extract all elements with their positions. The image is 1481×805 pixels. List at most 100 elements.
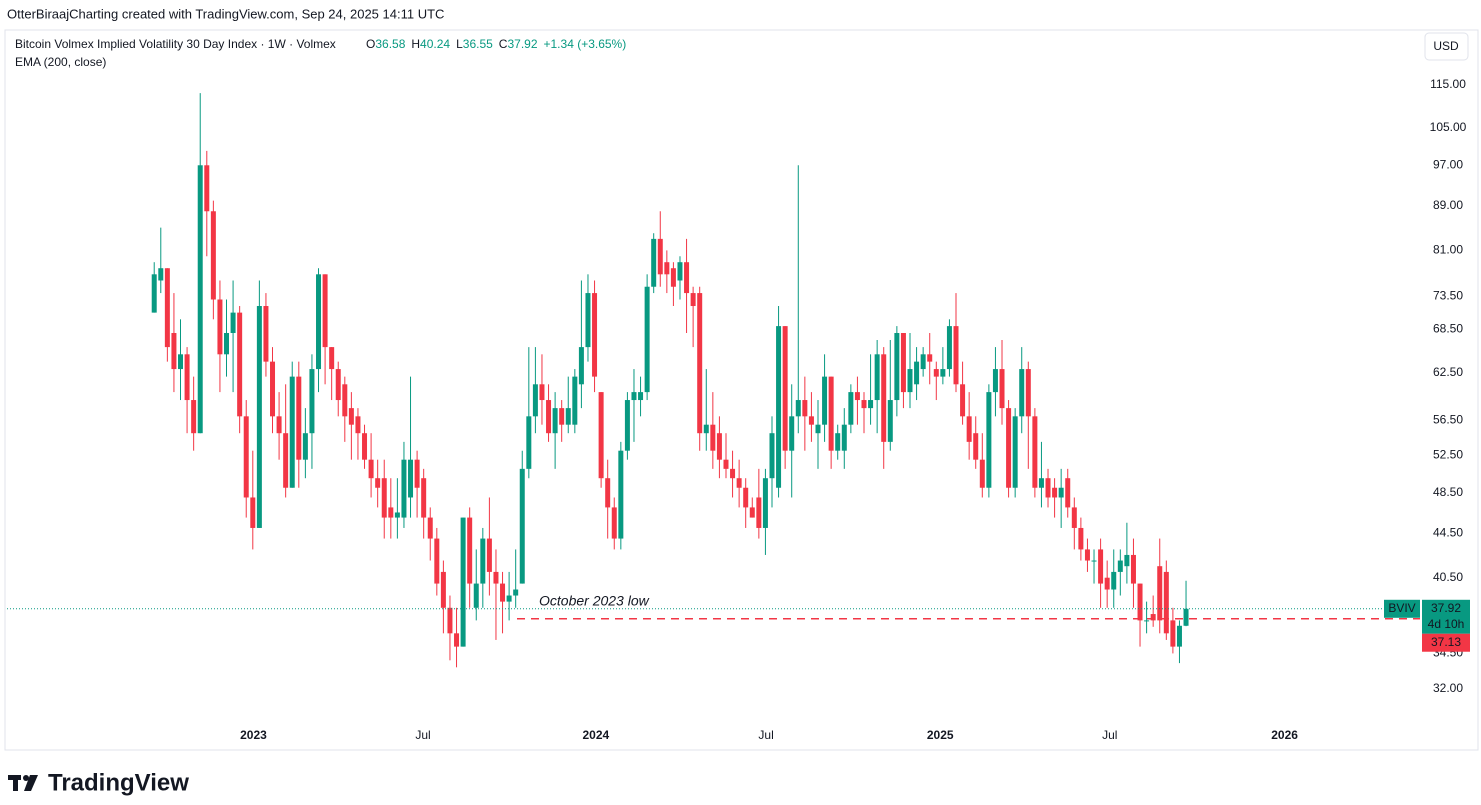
candle-body (1183, 608, 1189, 626)
currency-box[interactable] (1424, 32, 1469, 61)
candle-body (592, 293, 598, 377)
level-tag (1422, 633, 1470, 652)
candle-body (631, 392, 637, 401)
chart-title: Bitcoin Volmex Implied Volatility 30 Day… (15, 37, 336, 51)
candle-body (546, 400, 552, 434)
logo (8, 775, 38, 791)
candle-body (887, 400, 893, 442)
candle-body (486, 538, 492, 572)
candle-body (841, 424, 847, 451)
candle-body (309, 369, 315, 434)
x-tick-label: 2026 (1271, 728, 1298, 742)
candle-body (408, 459, 414, 498)
candle-body (828, 376, 834, 451)
candle-body (1124, 554, 1130, 567)
candle-body (513, 589, 519, 596)
y-tick-label: 89.00 (1433, 198, 1463, 212)
candle-body (1084, 549, 1090, 561)
candle-body (447, 607, 453, 634)
candle-body (440, 571, 446, 608)
y-tick-label: 40.50 (1433, 570, 1463, 584)
candle-body (578, 347, 584, 385)
candle-body (808, 416, 814, 425)
candle-body (480, 538, 486, 584)
candle-body (375, 478, 381, 488)
candle-body (914, 361, 920, 385)
candle-body (191, 400, 197, 434)
candle-body (362, 433, 368, 460)
candle-body (204, 165, 210, 212)
candle-body (1163, 571, 1169, 634)
y-tick-label: 97.00 (1433, 157, 1463, 171)
candle-body (1019, 369, 1025, 417)
candle-body (677, 262, 683, 281)
candle-body (953, 326, 959, 385)
candle-body (611, 507, 617, 539)
y-tick-label: 73.50 (1433, 288, 1463, 302)
candle-body (795, 400, 801, 417)
candle-body (276, 416, 282, 434)
y-tick-label: 105.00 (1430, 120, 1467, 134)
candle-body (907, 369, 913, 393)
candle-body (368, 459, 374, 479)
y-tick-label: 81.00 (1433, 243, 1463, 257)
candle-body (1091, 560, 1097, 562)
candle-body (493, 571, 499, 584)
candle-body (500, 583, 506, 602)
ohlc-key: L (456, 37, 463, 51)
currency: USD (1433, 39, 1459, 53)
ohlc-key: C (499, 37, 508, 51)
candle-body (822, 376, 828, 425)
candle-body (171, 333, 177, 370)
candle-body (565, 408, 571, 425)
candle-body (1071, 507, 1077, 528)
candle-body (401, 459, 407, 518)
candle-body (756, 497, 762, 528)
candle-body (454, 633, 460, 647)
candle-body (539, 384, 545, 401)
candle-body (559, 408, 565, 425)
candle-body (1104, 577, 1110, 590)
candle-body (1150, 614, 1156, 621)
candle-body (552, 408, 558, 434)
candle-body (973, 433, 979, 460)
candle-body (769, 433, 775, 479)
candle-body (1137, 583, 1143, 621)
candle-body (789, 416, 795, 451)
candle-body (1052, 487, 1058, 498)
candle-body (526, 416, 532, 469)
candle-body (946, 326, 952, 370)
candle-body (670, 268, 676, 287)
candle-body (1078, 527, 1084, 550)
candle-body (894, 333, 900, 401)
candle-body (322, 274, 328, 348)
candle-body (1098, 549, 1104, 584)
ohlc-value: 40.24 (420, 37, 450, 51)
candle-body (802, 400, 808, 417)
candle-body (598, 392, 604, 479)
candle-body (1038, 478, 1044, 488)
candle-body (1065, 478, 1071, 508)
candle-body (532, 384, 538, 417)
candle-body (999, 369, 1005, 409)
candle-body (585, 293, 591, 348)
candle-body (723, 459, 729, 469)
candle-body (966, 416, 972, 442)
candle-body (1012, 416, 1018, 488)
candle-body (243, 416, 249, 498)
candle-body (1025, 369, 1031, 417)
y-tick-label: 32.00 (1433, 681, 1463, 695)
candle-body (854, 392, 860, 401)
x-tick-label: Jul (415, 728, 430, 742)
price-label: 37.92 (1431, 601, 1461, 615)
x-tick-label: 2025 (927, 728, 954, 742)
candle-body (749, 507, 755, 518)
candle-body (624, 400, 630, 451)
candle-body (237, 312, 243, 417)
candle-body (605, 478, 611, 508)
candle-body (618, 450, 624, 539)
candle-body (506, 595, 512, 602)
candle-body (927, 354, 933, 362)
candle-body (460, 517, 466, 647)
candle-body (178, 354, 184, 370)
